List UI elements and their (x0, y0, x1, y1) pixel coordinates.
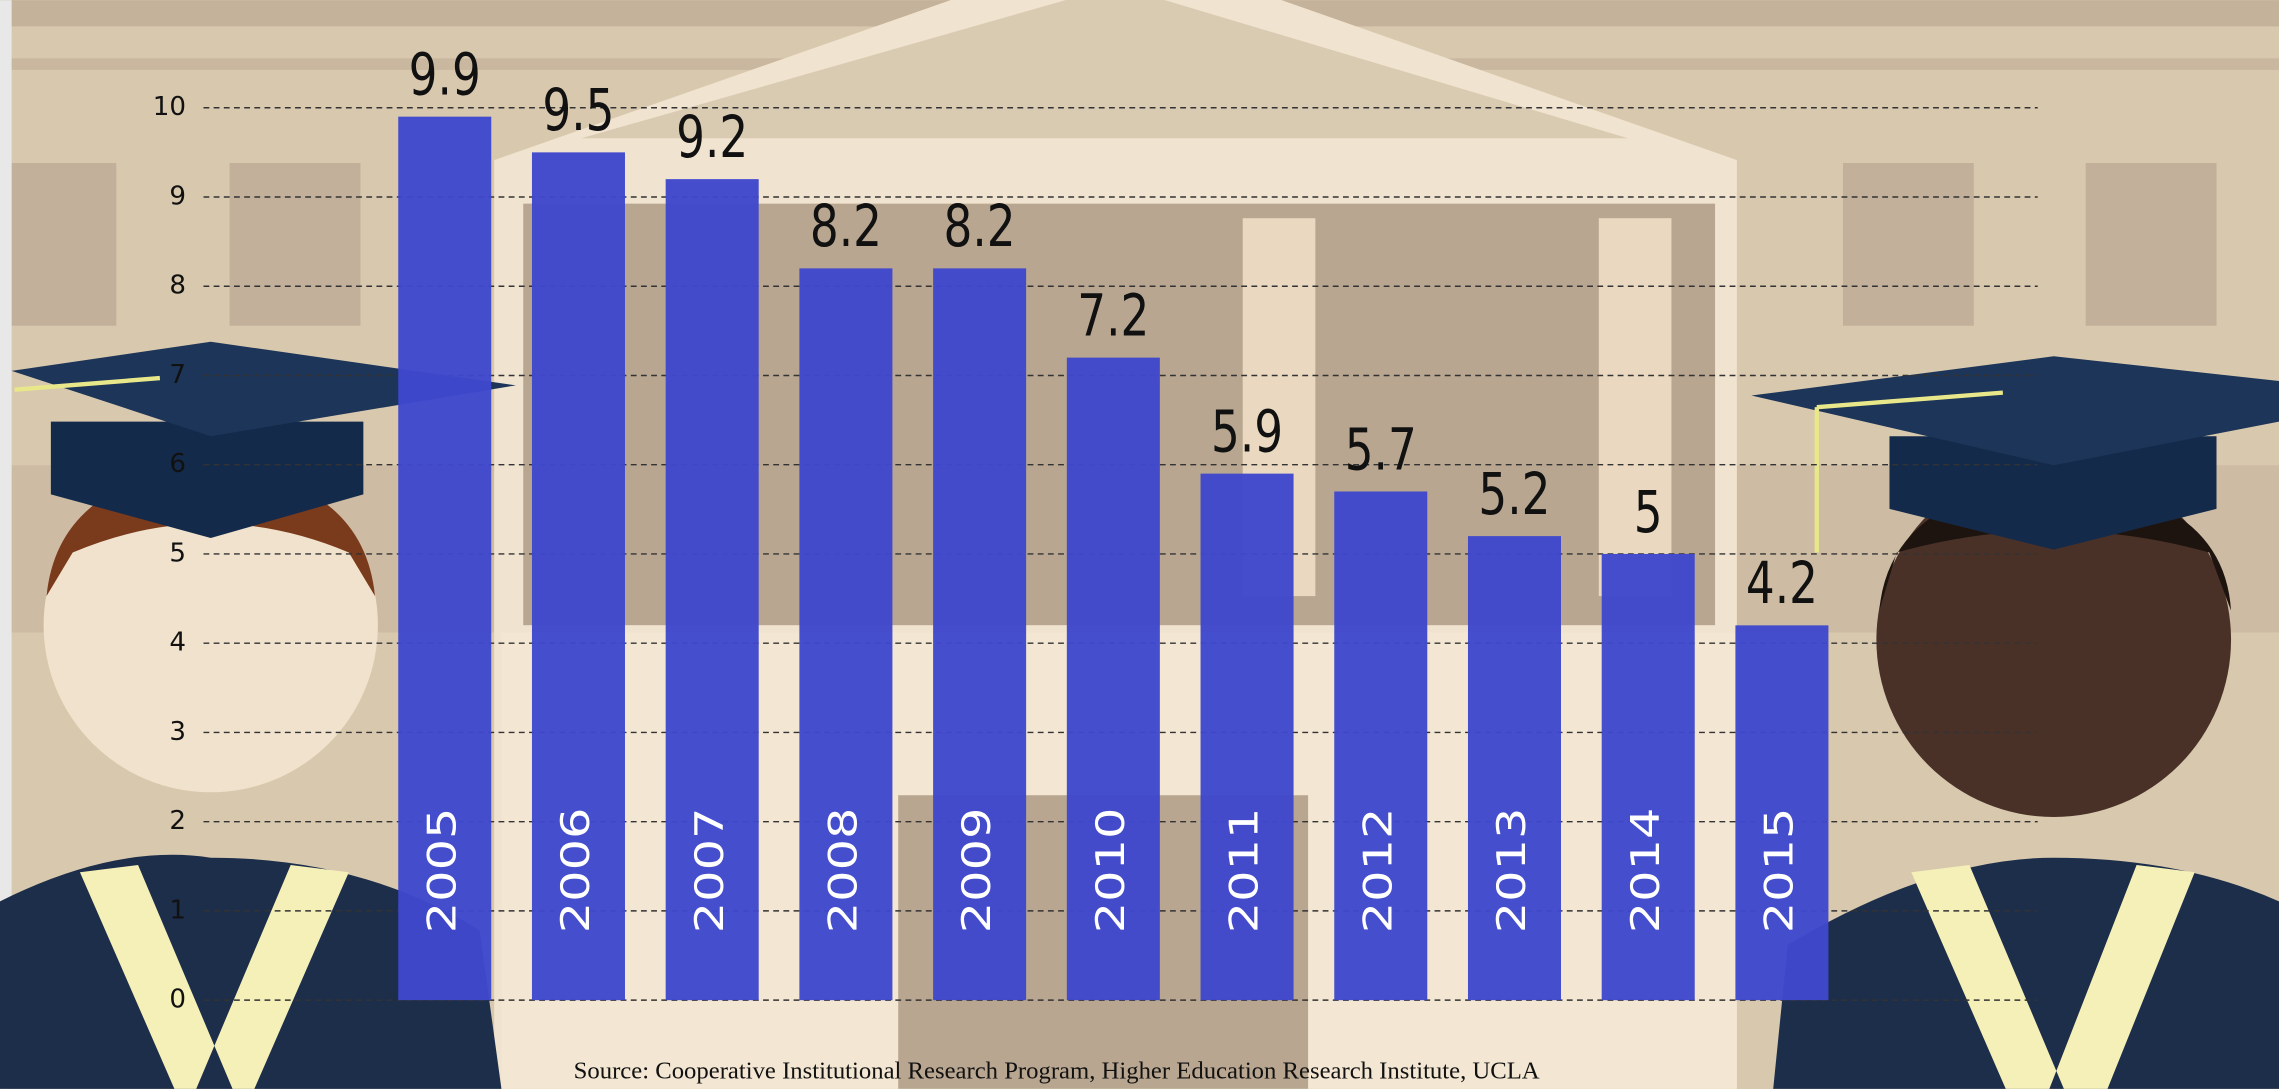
category-label: 2012 (1354, 808, 1401, 934)
bar (665, 179, 759, 1001)
value-label: 9.9 (409, 42, 481, 109)
category-label: 2005 (418, 808, 465, 934)
category-label: 2010 (1087, 808, 1134, 934)
category-label: 2006 (552, 808, 599, 934)
y-tick-label: 9 (169, 181, 186, 211)
bar (1601, 553, 1695, 1001)
value-label: 5 (1634, 479, 1663, 546)
bar (1334, 491, 1428, 1001)
bar (398, 116, 492, 1001)
y-tick-label: 5 (169, 538, 186, 568)
category-label: 2007 (686, 808, 733, 934)
value-label: 9.2 (676, 105, 748, 172)
category-label: 2013 (1488, 808, 1535, 934)
bar (933, 268, 1027, 1001)
y-tick-label: 6 (169, 449, 186, 479)
bar (531, 152, 625, 1001)
bar (1735, 625, 1829, 1001)
y-tick-label: 3 (169, 717, 186, 747)
category-label: 2011 (1221, 808, 1268, 934)
bar (1066, 357, 1160, 1001)
value-label: 5.9 (1211, 399, 1283, 466)
y-tick-label: 8 (169, 271, 186, 301)
category-label: 2009 (953, 808, 1000, 934)
category-label: 2015 (1755, 808, 1802, 934)
value-label: 8.2 (944, 194, 1016, 261)
value-label: 5.7 (1345, 417, 1417, 484)
source-note: Source: Cooperative Institutional Resear… (574, 1057, 1540, 1084)
value-label: 4.2 (1746, 551, 1818, 618)
value-label: 7.2 (1077, 283, 1149, 350)
category-label: 2014 (1622, 808, 1669, 934)
category-label: 2008 (819, 808, 866, 934)
y-tick-label: 10 (153, 92, 186, 122)
bar (1467, 536, 1561, 1001)
value-label: 9.5 (542, 78, 614, 145)
bar (1200, 473, 1294, 1001)
y-tick-label: 0 (169, 985, 186, 1015)
bar (799, 268, 893, 1001)
y-tick-label: 1 (169, 895, 186, 925)
y-tick-label: 2 (169, 806, 186, 836)
value-label: 5.2 (1478, 462, 1550, 529)
value-label: 8.2 (810, 194, 882, 261)
y-tick-label: 4 (169, 628, 186, 658)
y-tick-label: 7 (169, 360, 186, 390)
